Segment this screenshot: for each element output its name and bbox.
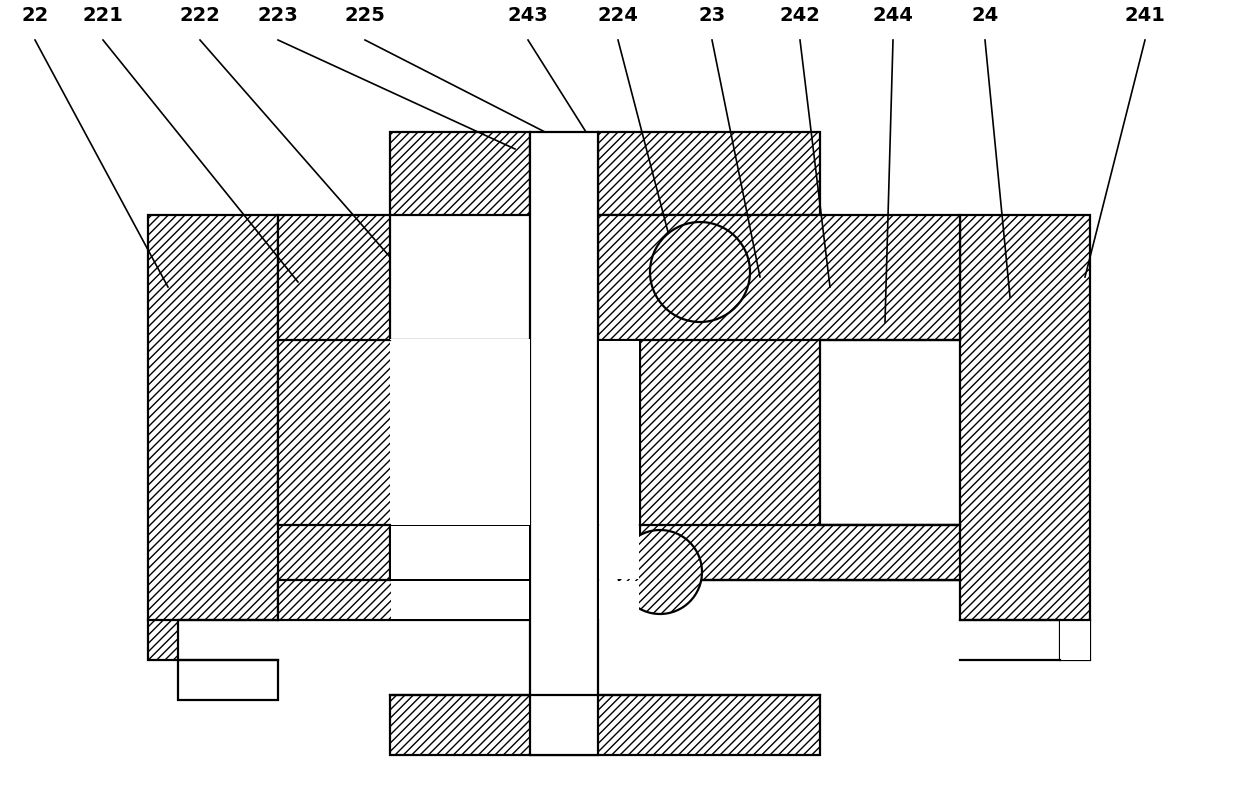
Text: 23: 23 <box>698 6 725 25</box>
Text: 223: 223 <box>258 6 299 25</box>
Bar <box>391 132 529 215</box>
Polygon shape <box>148 215 391 660</box>
Bar <box>599 341 639 524</box>
Bar <box>599 526 639 579</box>
Text: 241: 241 <box>1125 6 1166 25</box>
Bar <box>179 660 278 700</box>
Bar <box>391 339 529 340</box>
Text: 244: 244 <box>873 6 914 25</box>
Bar <box>391 526 529 579</box>
Bar <box>391 340 529 525</box>
Bar <box>598 132 820 215</box>
Polygon shape <box>598 215 960 580</box>
Bar <box>529 132 598 755</box>
Polygon shape <box>820 215 1090 660</box>
Bar <box>391 341 529 524</box>
Text: 225: 225 <box>345 6 386 25</box>
Circle shape <box>650 222 750 322</box>
Text: 224: 224 <box>598 6 639 25</box>
Text: 24: 24 <box>971 6 998 25</box>
Polygon shape <box>278 215 529 620</box>
Text: 222: 222 <box>180 6 221 25</box>
Text: 242: 242 <box>780 6 821 25</box>
Circle shape <box>618 530 702 614</box>
Bar <box>1060 620 1090 660</box>
Bar <box>599 581 639 619</box>
Bar <box>391 695 820 755</box>
Bar <box>391 581 529 619</box>
Text: 221: 221 <box>83 6 124 25</box>
Text: 22: 22 <box>21 6 48 25</box>
Text: 243: 243 <box>507 6 548 25</box>
